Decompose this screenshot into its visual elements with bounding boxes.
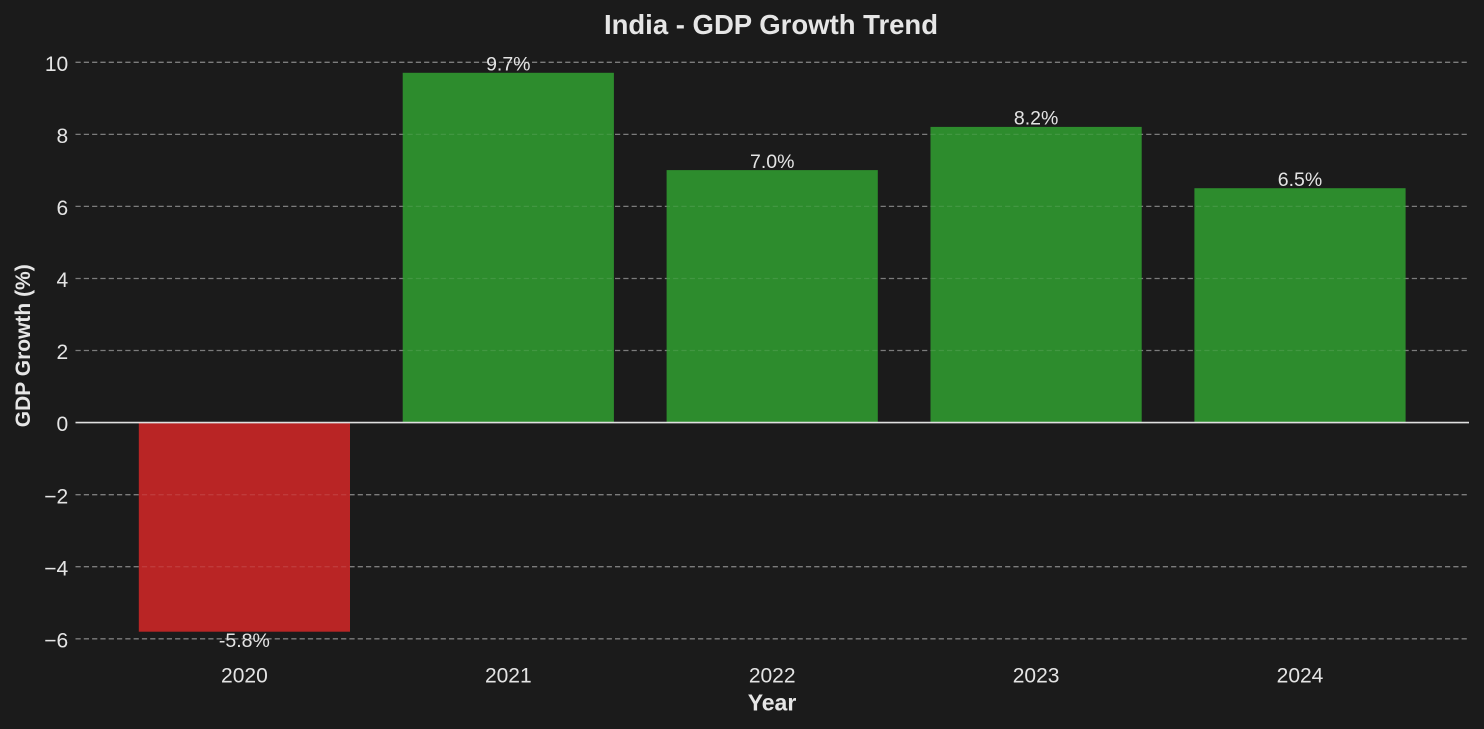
svg-text:7.0%: 7.0% [750, 151, 794, 173]
svg-text:2: 2 [57, 341, 69, 364]
svg-text:8.2%: 8.2% [1014, 108, 1058, 130]
svg-text:-5.8%: -5.8% [219, 630, 270, 652]
svg-text:6: 6 [57, 197, 69, 220]
svg-text:−6: −6 [44, 629, 68, 652]
svg-text:GDP Growth (%): GDP Growth (%) [12, 264, 35, 427]
svg-text:8: 8 [57, 125, 69, 148]
svg-text:2024: 2024 [1277, 665, 1324, 688]
svg-text:2023: 2023 [1013, 665, 1060, 688]
svg-text:2021: 2021 [485, 665, 532, 688]
svg-text:−4: −4 [44, 557, 68, 580]
svg-text:0: 0 [57, 413, 69, 436]
svg-text:−2: −2 [44, 485, 68, 508]
svg-text:2020: 2020 [221, 665, 268, 688]
svg-text:6.5%: 6.5% [1278, 169, 1322, 191]
svg-text:Year: Year [748, 690, 797, 716]
svg-text:2022: 2022 [749, 665, 796, 688]
svg-text:4: 4 [57, 269, 69, 292]
svg-text:9.7%: 9.7% [486, 54, 530, 76]
svg-text:India - GDP Growth Trend: India - GDP Growth Trend [604, 9, 938, 40]
svg-text:10: 10 [45, 53, 68, 76]
